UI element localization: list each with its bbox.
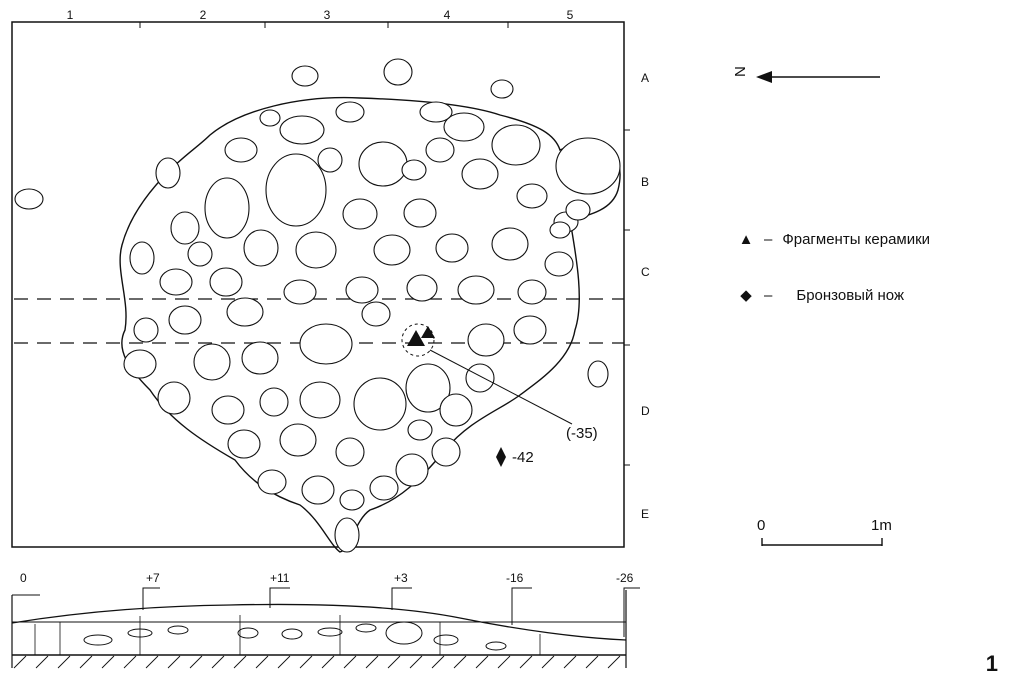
pottery-depth-label: (-35) — [566, 425, 598, 442]
pottery-find-marker — [407, 330, 425, 346]
legend-label: Бронзовый нож — [796, 286, 904, 304]
column-label: 3 — [324, 8, 331, 22]
row-label: A — [641, 71, 649, 85]
section-profile: 0 +7 +11 +3 -16 -26 — [11, 571, 640, 669]
legend-label: Фрагменты керамики — [782, 231, 931, 248]
legend-dash: – — [764, 231, 773, 248]
pottery-leader-line — [429, 349, 573, 425]
row-labels: A B C D E — [641, 71, 650, 521]
elevation-label: +11 — [270, 571, 290, 585]
row-label: C — [641, 265, 650, 279]
elevation-label: +3 — [394, 571, 408, 585]
north-arrow: N — [732, 66, 880, 83]
elevation-label: 0 — [20, 571, 27, 585]
elevation-flags — [12, 587, 640, 637]
plan-frame — [11, 21, 625, 548]
column-label: 4 — [444, 8, 451, 22]
section-grid-lines — [34, 615, 541, 655]
elevation-label: -16 — [506, 571, 524, 585]
legend-item-pottery: ▲ – Фрагменты керамики — [738, 231, 931, 248]
column-label: 1 — [67, 8, 74, 22]
north-arrow-head — [756, 71, 772, 83]
scale-start-label: 0 — [757, 517, 765, 534]
scale-bar: 0 1m — [757, 517, 892, 546]
mound-surface — [11, 603, 627, 641]
diamond-icon: ◆ — [740, 287, 752, 304]
row-label: B — [641, 175, 649, 189]
legend-dash: – — [764, 286, 773, 304]
figure-number: 1 — [985, 651, 998, 676]
column-label: 2 — [200, 8, 207, 22]
section-hatching — [13, 655, 621, 669]
pottery-find-marker — [421, 326, 435, 338]
row-ticks — [624, 129, 630, 466]
row-label: E — [641, 507, 649, 521]
elevation-label: -26 — [616, 571, 634, 585]
triangle-icon: ▲ — [738, 231, 754, 248]
column-ticks — [139, 22, 509, 28]
scale-end-label: 1m — [871, 517, 892, 534]
stones — [14, 58, 621, 553]
row-label: D — [641, 404, 650, 418]
knife-depth-label: -42 — [512, 449, 534, 466]
pottery-find-circle — [401, 323, 435, 357]
elevation-label: +7 — [146, 571, 160, 585]
north-label: N — [732, 66, 749, 77]
section-stones — [83, 621, 507, 651]
bronze-knife-marker — [496, 447, 506, 467]
column-label: 5 — [567, 8, 574, 22]
legend-item-knife: ◆ – Бронзовый нож — [738, 286, 904, 305]
column-labels: 1 2 3 4 5 — [67, 8, 574, 22]
